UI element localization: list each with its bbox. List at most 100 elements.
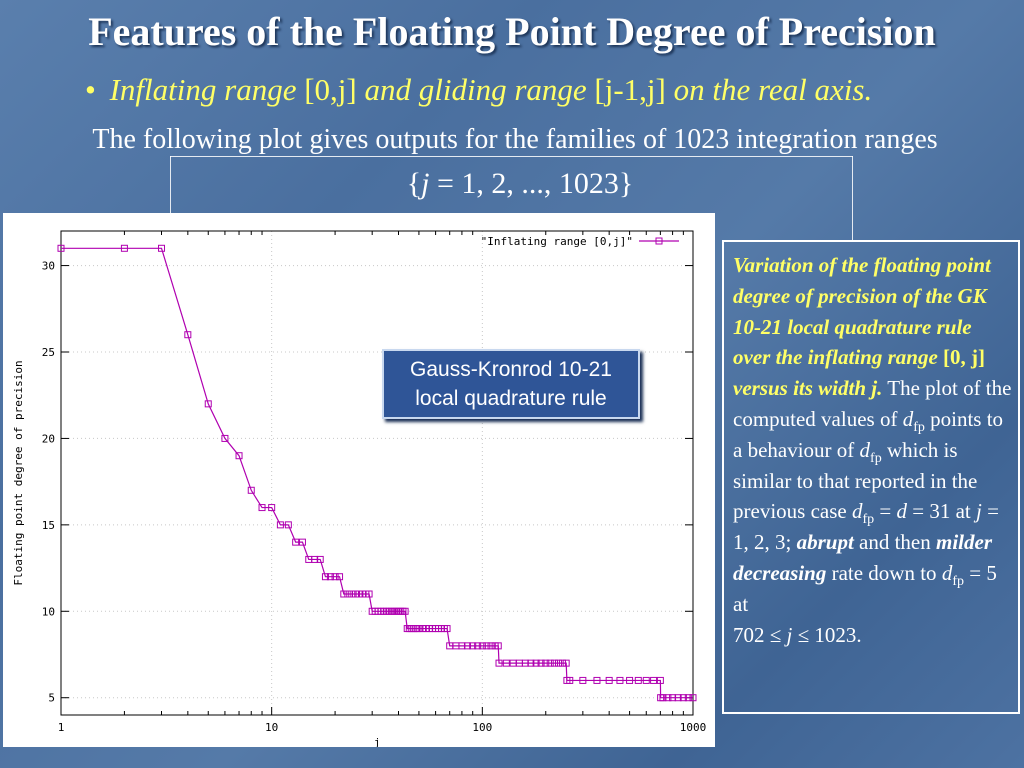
side-text-12: and then	[853, 530, 937, 555]
side-text-1: Variation of the floating point degree o…	[733, 253, 991, 370]
data-point	[674, 694, 682, 702]
bullet-line: • Inflating range [0,j] and gliding rang…	[85, 72, 872, 108]
side-description: Variation of the floating point degree o…	[722, 240, 1020, 714]
subtitle-line-2: {j = 1, 2, ..., 1023}	[0, 167, 1024, 201]
data-point	[351, 590, 359, 598]
data-point	[463, 642, 471, 650]
series-line	[61, 247, 693, 699]
data-point	[593, 676, 601, 684]
data-point	[527, 659, 535, 667]
data-point	[555, 659, 563, 667]
frame-line-right	[852, 156, 853, 242]
data-point	[292, 538, 300, 546]
brace-close: }	[618, 167, 634, 200]
x-tick-label: 100	[472, 721, 492, 734]
side-d-2: d	[859, 437, 871, 462]
data-point	[276, 521, 284, 529]
x-axis-label: j	[374, 736, 381, 747]
side-text-15: = 5 at	[733, 560, 997, 616]
bullet-dot: •	[85, 72, 96, 107]
data-point	[626, 676, 634, 684]
data-point	[221, 434, 229, 442]
data-point	[184, 331, 192, 339]
side-text-11: abrupt	[796, 530, 854, 555]
side-d-4: d	[896, 499, 907, 524]
data-point	[679, 694, 687, 702]
data-point	[532, 659, 540, 667]
data-point	[566, 676, 574, 684]
x-tick-label: 1000	[680, 721, 707, 734]
bullet-text-2: [0,j]	[304, 72, 357, 107]
x-tick-label: 10	[265, 721, 278, 734]
data-point	[487, 642, 495, 650]
plot-frame	[60, 230, 694, 716]
side-fp-2: fp	[870, 450, 882, 466]
side-text-3: versus its width j.	[733, 376, 883, 401]
side-text-16: 702 ≤	[733, 622, 787, 647]
side-text-10: = 1, 2, 3;	[733, 499, 999, 555]
subtitle-range: = 1, 2, ..., 1023	[429, 167, 619, 200]
data-point	[684, 694, 692, 702]
side-text-2: [0, j]	[943, 345, 985, 370]
data-point	[235, 452, 243, 460]
y-tick-label: 15	[42, 519, 55, 532]
y-tick-label: 25	[42, 346, 55, 359]
side-text-4: The plot of the computed values of	[733, 376, 1012, 431]
data-point	[689, 694, 697, 702]
data-point	[158, 244, 166, 252]
data-point	[642, 676, 650, 684]
bullet-text-4: [j-1,j]	[594, 72, 666, 107]
data-point	[415, 625, 423, 633]
data-point	[469, 642, 477, 650]
gk-callout-box: Gauss-Kronrod 10-21 local quadrature rul…	[382, 349, 640, 419]
data-point	[365, 590, 373, 598]
side-text-13: milder decreasing	[733, 530, 993, 585]
subtitle-line-1: The following plot gives outputs for the…	[92, 124, 938, 155]
data-point	[443, 625, 451, 633]
plot-chart: 1 10 100 1000 5 10 15 20 25 30 j Floating point deg…	[12, 230, 707, 749]
data-point	[316, 555, 324, 563]
bullet-text-3: and gliding range	[364, 72, 587, 107]
side-text-8: = 31 at	[906, 499, 976, 524]
data-point	[321, 573, 329, 581]
side-fp-5: fp	[952, 574, 964, 590]
frame-line-top	[170, 156, 853, 157]
y-tick-label: 30	[42, 260, 55, 273]
data-point	[502, 659, 510, 667]
data-point	[478, 642, 486, 650]
bullet-text-5: on the real axis.	[673, 72, 873, 107]
data-point	[348, 590, 356, 598]
data-point	[605, 676, 613, 684]
data-point	[340, 590, 348, 598]
data-point	[659, 694, 667, 702]
data-point	[483, 642, 491, 650]
y-tick-label: 10	[42, 605, 55, 618]
gk-callout-line1: Gauss-Kronrod 10-21	[410, 358, 612, 381]
plot-panel: 1 10 100 1000 5 10 15 20 25 30 j Floating point deg…	[3, 213, 715, 749]
legend-marker	[655, 237, 663, 245]
slide-title: Features of the Floating Point Degree of…	[88, 9, 936, 54]
data-point	[120, 244, 128, 252]
y-tick-label: 20	[42, 432, 55, 445]
data-point	[634, 676, 642, 684]
side-text-14: rate down to	[826, 560, 942, 585]
x-tick-label: 1	[58, 721, 65, 734]
data-point	[542, 659, 550, 667]
data-point	[656, 676, 664, 684]
brace-open: {	[406, 167, 422, 200]
data-point	[474, 642, 482, 650]
data-point	[537, 659, 545, 667]
data-point	[298, 538, 306, 546]
data-point	[664, 694, 672, 702]
data-point	[494, 642, 502, 650]
side-text-5: points to a behaviour of	[733, 406, 1004, 462]
data-point	[495, 659, 503, 667]
subtitle-j: j	[421, 167, 430, 200]
data-point	[204, 400, 212, 408]
data-point	[344, 590, 352, 598]
data-point	[401, 607, 409, 615]
data-point	[326, 573, 334, 581]
side-text-6: which is similar to that reported in the…	[733, 437, 978, 524]
side-text-17: ≤ 1023.	[792, 622, 862, 647]
data-point	[57, 244, 65, 252]
